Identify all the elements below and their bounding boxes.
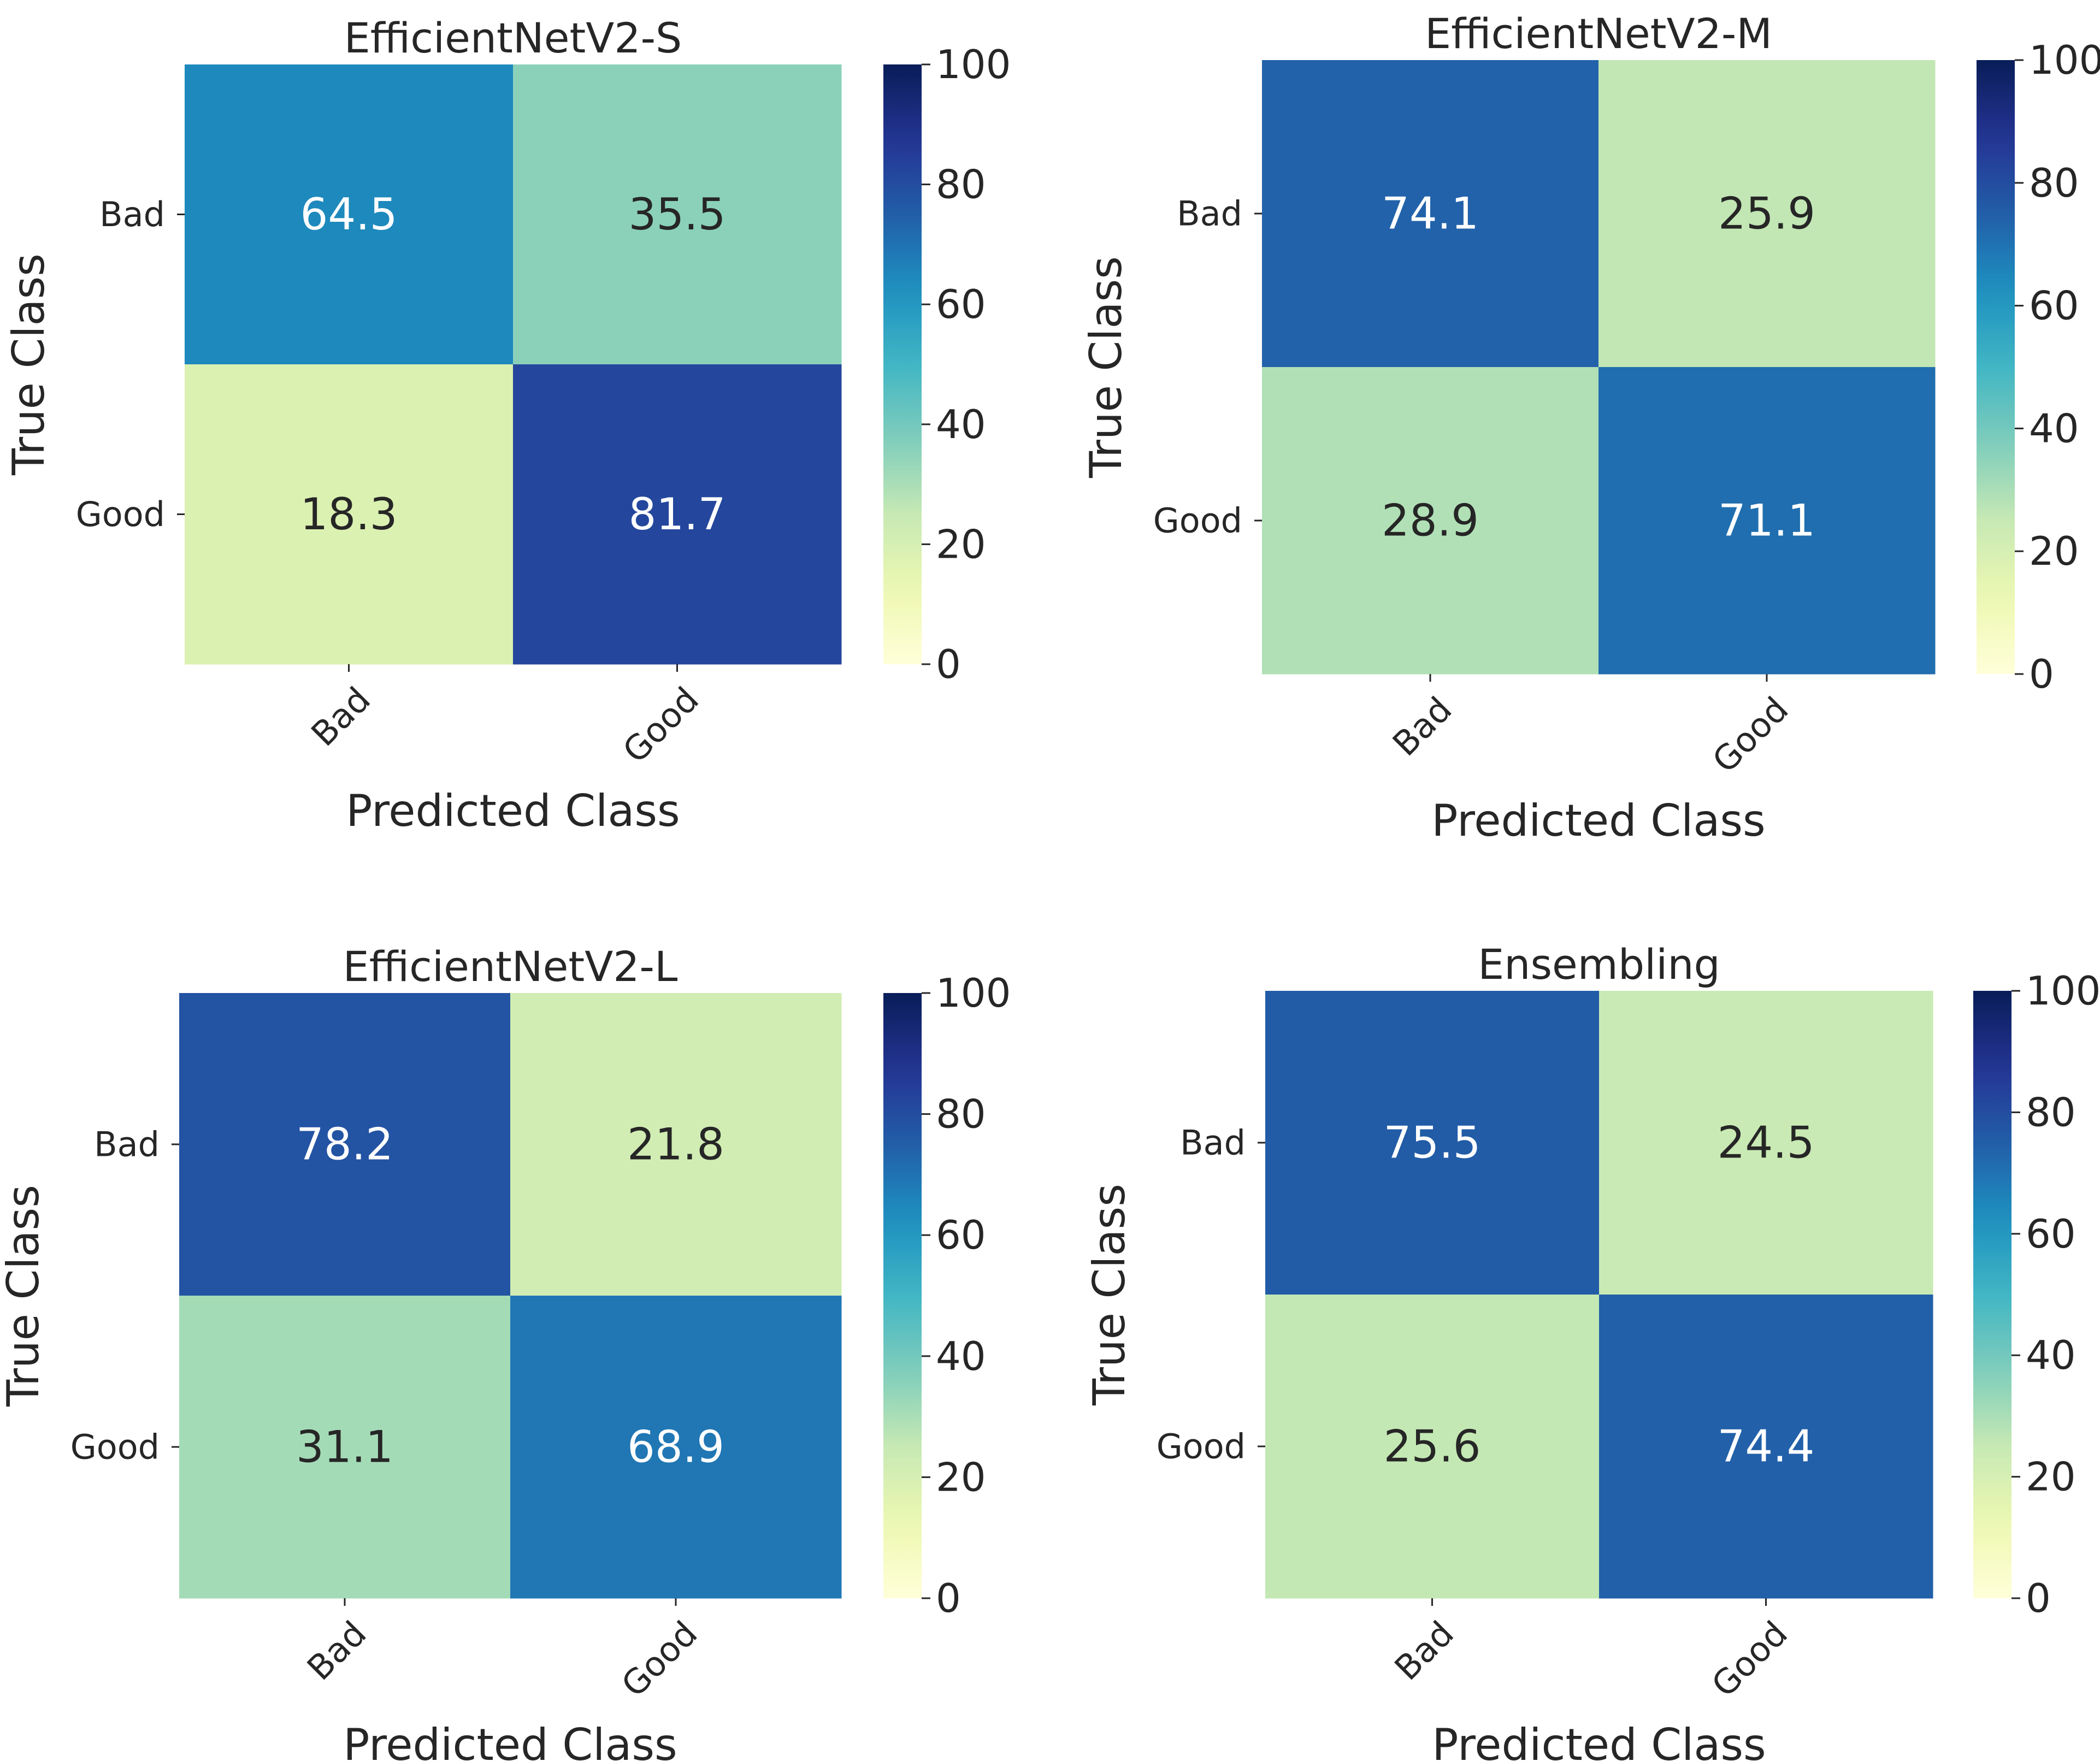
y-axis-label: True Class [1084,1184,1135,1406]
x-tick-label: Bad [299,1614,374,1688]
colorbar-tick-label: 100 [936,970,1011,1016]
colorbar-tick-label: 40 [2029,405,2079,451]
colorbar-tick-label: 80 [2029,160,2079,206]
chart-title: EfficientNetV2-S [344,14,682,62]
heatmap-cell [1598,367,1936,675]
heatmap-cell [179,993,511,1296]
confusion-matrix-ensembling: Ensembling 75.5 24.5 25.6 74.4 Bad Good Bad Good… [1084,940,2100,1761]
colorbar-tick-label: 20 [936,521,986,567]
heatmap-cell [510,1296,842,1599]
y-tick-label: Bad [1180,1123,1246,1163]
colorbar [883,64,922,664]
colorbar-tick-label: 80 [936,1091,986,1137]
chart-title: EfficientNetV2-L [343,942,678,991]
x-tick-label: Bad [304,679,378,754]
y-tick-label: Good [70,1427,160,1467]
y-tick-label: Bad [99,194,165,234]
chart-title: Ensembling [1478,940,1720,989]
heatmap-cell [1262,367,1599,675]
cell-value-label: 28.9 [1382,495,1479,546]
colorbar [1977,60,2015,674]
cell-value-label: 74.4 [1717,1421,1814,1472]
heatmap-cell [1598,60,1936,368]
colorbar [1973,991,2011,1598]
cell-value-label: 68.9 [627,1422,724,1473]
heatmap-cell [510,993,842,1296]
x-tick-label: Good [1704,1614,1795,1705]
cell-value-label: 18.3 [300,489,397,540]
x-axis-label: Predicted Class [1431,795,1765,846]
colorbar-tick-label: 0 [936,1575,961,1621]
y-tick-label: Good [76,494,165,534]
colorbar-tick-label: 0 [2026,1575,2051,1621]
colorbar-tick-label: 100 [2026,968,2100,1014]
colorbar-tick-label: 20 [2029,528,2079,574]
heatmap-cell [185,364,514,665]
colorbar-tick-label: 60 [936,281,986,327]
chart-title: EfficientNetV2-M [1425,9,1772,58]
x-axis-label: Predicted Class [346,785,680,836]
y-tick-label: Bad [1177,194,1242,234]
x-tick-label: Bad [1387,1614,1461,1688]
cell-value-label: 75.5 [1383,1118,1480,1168]
y-tick-label: Bad [94,1125,160,1165]
heatmap-cell [1599,1295,1933,1599]
confusion-matrix-efficientnetv2-s: EfficientNetV2-S 64.5 35.5 18.3 81.7 Bad Good B… [3,14,1011,836]
colorbar-tick-label: 0 [2029,651,2054,697]
cell-value-label: 81.7 [628,489,725,540]
cell-value-label: 78.2 [296,1119,393,1170]
cell-value-label: 21.8 [627,1119,724,1170]
heatmap-cell [1265,1295,1600,1599]
heatmap-cell [179,1296,511,1599]
colorbar-tick-label: 20 [2026,1454,2076,1500]
cell-value-label: 25.9 [1718,188,1815,239]
cell-value-label: 64.5 [300,189,397,240]
cell-value-label: 74.1 [1382,188,1479,239]
colorbar-tick-label: 0 [936,641,961,687]
y-tick-label: Good [1157,1427,1246,1467]
cell-value-label: 35.5 [628,189,725,240]
colorbar-tick-label: 60 [2026,1211,2076,1257]
cell-value-label: 25.6 [1383,1421,1480,1472]
y-tick-label: Good [1153,501,1242,541]
heatmap-cell [513,364,842,665]
colorbar-tick-label: 40 [936,1333,986,1379]
heatmap-cell [1599,991,1933,1295]
colorbar-tick-label: 40 [2026,1332,2076,1378]
y-axis-label: True Class [3,253,54,476]
x-axis-label: Predicted Class [343,1719,677,1761]
colorbar [883,993,922,1598]
confusion-matrix-efficientnetv2-m: EfficientNetV2-M 74.1 25.9 28.9 71.1 Bad Good B… [1081,9,2100,846]
heatmap-cell [513,64,842,365]
confusion-matrix-efficientnetv2-l: EfficientNetV2-L 78.2 21.8 31.1 68.9 Bad Good B… [0,942,1011,1761]
x-axis-label: Predicted Class [1432,1719,1766,1761]
y-axis-label: True Class [0,1185,49,1407]
cell-value-label: 31.1 [296,1422,393,1473]
colorbar-tick-label: 100 [936,42,1011,87]
x-tick-label: Good [1704,689,1796,781]
heatmap-cell [185,64,514,365]
x-tick-label: Bad [1385,689,1459,764]
colorbar-tick-label: 80 [2026,1089,2076,1135]
cell-value-label: 71.1 [1718,495,1815,546]
colorbar-tick-label: 40 [936,401,986,447]
colorbar-tick-label: 60 [936,1212,986,1258]
y-axis-label: True Class [1081,256,1131,478]
x-tick-label: Good [615,679,706,771]
heatmap-cell [1262,60,1599,368]
x-tick-label: Good [614,1614,705,1705]
cell-value-label: 24.5 [1717,1118,1814,1168]
colorbar-tick-label: 100 [2029,37,2100,83]
colorbar-tick-label: 60 [2029,283,2079,329]
heatmap-cell [1265,991,1600,1295]
colorbar-tick-label: 20 [936,1454,986,1500]
colorbar-tick-label: 80 [936,162,986,208]
